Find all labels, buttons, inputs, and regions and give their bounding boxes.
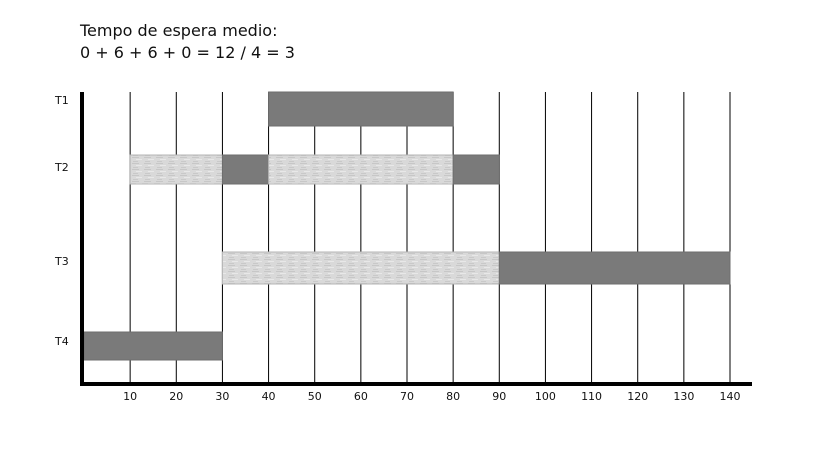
bar-t2-10-30-waiting bbox=[129, 154, 223, 185]
x-tick-label-20: 20 bbox=[169, 390, 183, 403]
x-tick-label-70: 70 bbox=[400, 390, 414, 403]
row-label-t1: T1 bbox=[54, 94, 69, 107]
bar-t2-30-40-running bbox=[221, 154, 270, 185]
row-label-t3: T3 bbox=[54, 255, 69, 268]
chart-title: Tempo de espera medio: 0 + 6 + 6 + 0 = 1… bbox=[80, 20, 295, 64]
bar-t2-80-90-running bbox=[452, 154, 500, 185]
x-tick-label-100: 100 bbox=[535, 390, 556, 403]
title-line-1: Tempo de espera medio: bbox=[80, 21, 278, 40]
x-tick-label-140: 140 bbox=[720, 390, 741, 403]
title-line-2: 0 + 6 + 6 + 0 = 12 / 4 = 3 bbox=[80, 43, 295, 62]
bar-t2-40-80-waiting bbox=[268, 154, 454, 185]
x-tick-label-110: 110 bbox=[581, 390, 602, 403]
x-tick-label-60: 60 bbox=[354, 390, 368, 403]
x-tick-label-120: 120 bbox=[627, 390, 648, 403]
axes bbox=[80, 92, 752, 386]
x-tick-label-130: 130 bbox=[673, 390, 694, 403]
bar-t1-40-80-running bbox=[268, 91, 454, 127]
x-tick-label-80: 80 bbox=[446, 390, 460, 403]
bars bbox=[83, 91, 731, 361]
x-tick-label-40: 40 bbox=[262, 390, 276, 403]
x-tick-label-90: 90 bbox=[492, 390, 506, 403]
row-label-t4: T4 bbox=[54, 335, 69, 348]
row-label-t2: T2 bbox=[54, 161, 69, 174]
tick-labels: 10 20 30 40 50 60 70 80 90 100 110 120 130 140 bbox=[123, 390, 740, 403]
bar-t3-90-140-running bbox=[498, 251, 731, 285]
x-tick-label-10: 10 bbox=[123, 390, 137, 403]
row-labels: T1 T2 T3 T4 bbox=[54, 94, 69, 348]
bar-t4-0-30-running bbox=[83, 331, 223, 361]
x-tick-label-50: 50 bbox=[308, 390, 322, 403]
x-tick-label-30: 30 bbox=[215, 390, 229, 403]
bar-t3-30-90-waiting bbox=[221, 251, 500, 285]
